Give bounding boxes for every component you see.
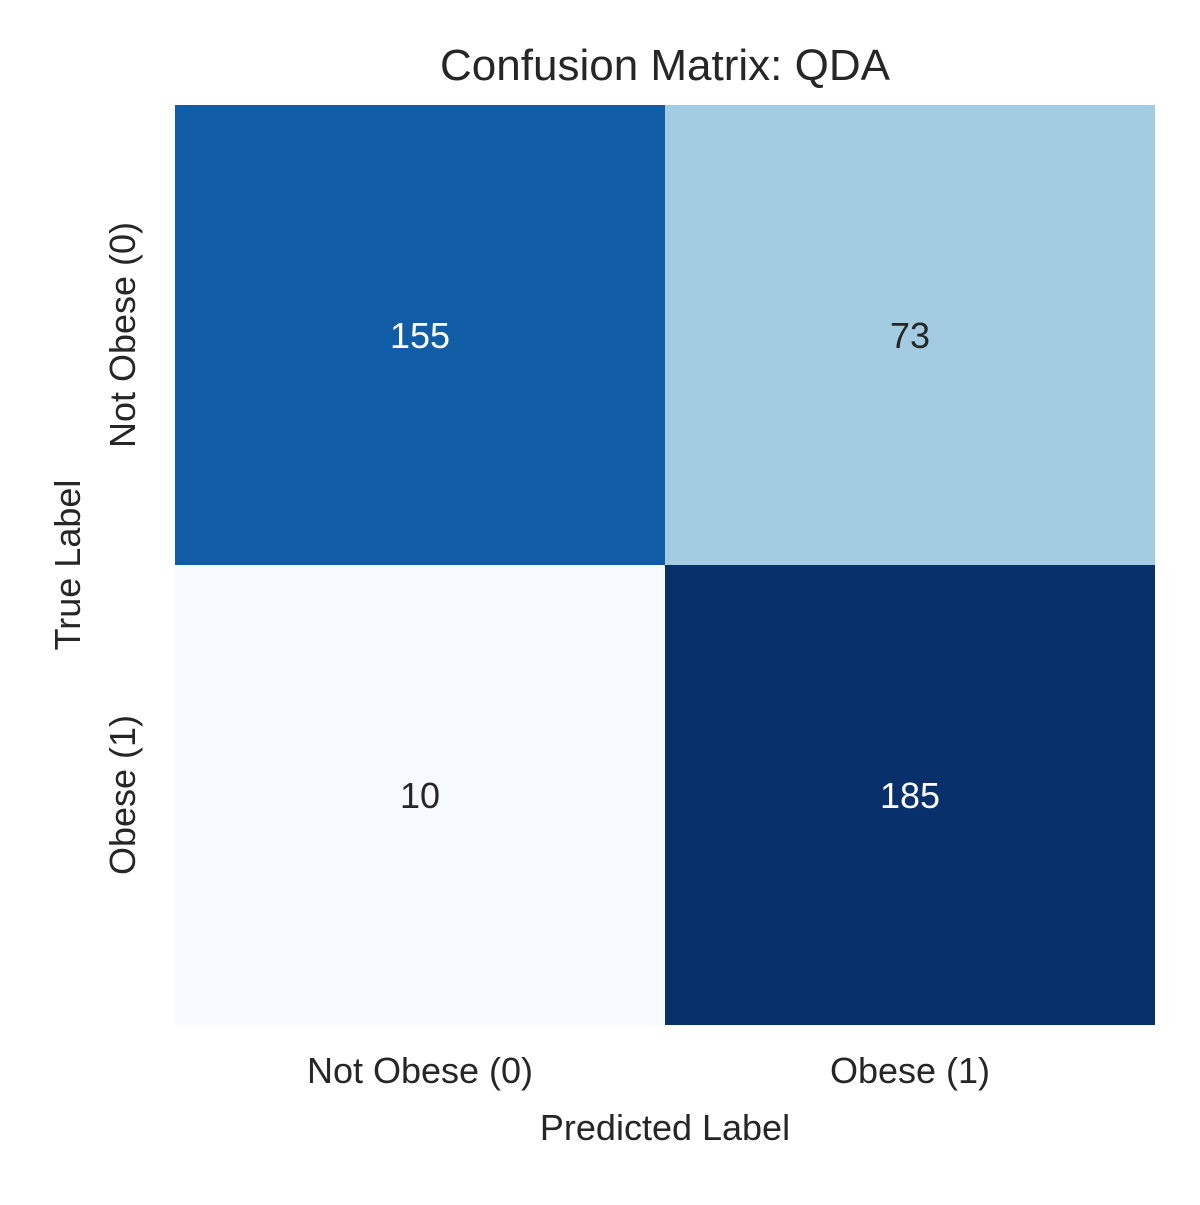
cell-value-label-r1-c1: 185 [880, 775, 940, 816]
x-axis-label: Predicted Label [540, 1107, 790, 1148]
x-tick-label-0: Not Obese (0) [307, 1050, 533, 1091]
y-axis-label: True Label [47, 480, 88, 651]
heatmap-cells [175, 105, 1155, 1025]
cell-value-label-r1-c0: 10 [400, 775, 440, 816]
y-tick-label-0: Not Obese (0) [102, 222, 143, 448]
x-tick-label-1: Obese (1) [830, 1050, 990, 1091]
x-tick-labels: Not Obese (0) Obese (1) [307, 1050, 990, 1091]
chart-title: Confusion Matrix: QDA [440, 41, 891, 90]
cell-value-labels: 155 73 10 185 [390, 315, 940, 816]
y-tick-label-1: Obese (1) [102, 715, 143, 875]
heatmap-cell-r1-c1 [665, 565, 1155, 1025]
y-tick-labels: Not Obese (0) Obese (1) [102, 222, 143, 875]
cell-value-label-r0-c1: 73 [890, 315, 930, 356]
heatmap-cell-r1-c0 [175, 565, 665, 1025]
heatmap-cell-r0-c1 [665, 105, 1155, 565]
cell-value-label-r0-c0: 155 [390, 315, 450, 356]
heatmap-cell-r0-c0 [175, 105, 665, 565]
